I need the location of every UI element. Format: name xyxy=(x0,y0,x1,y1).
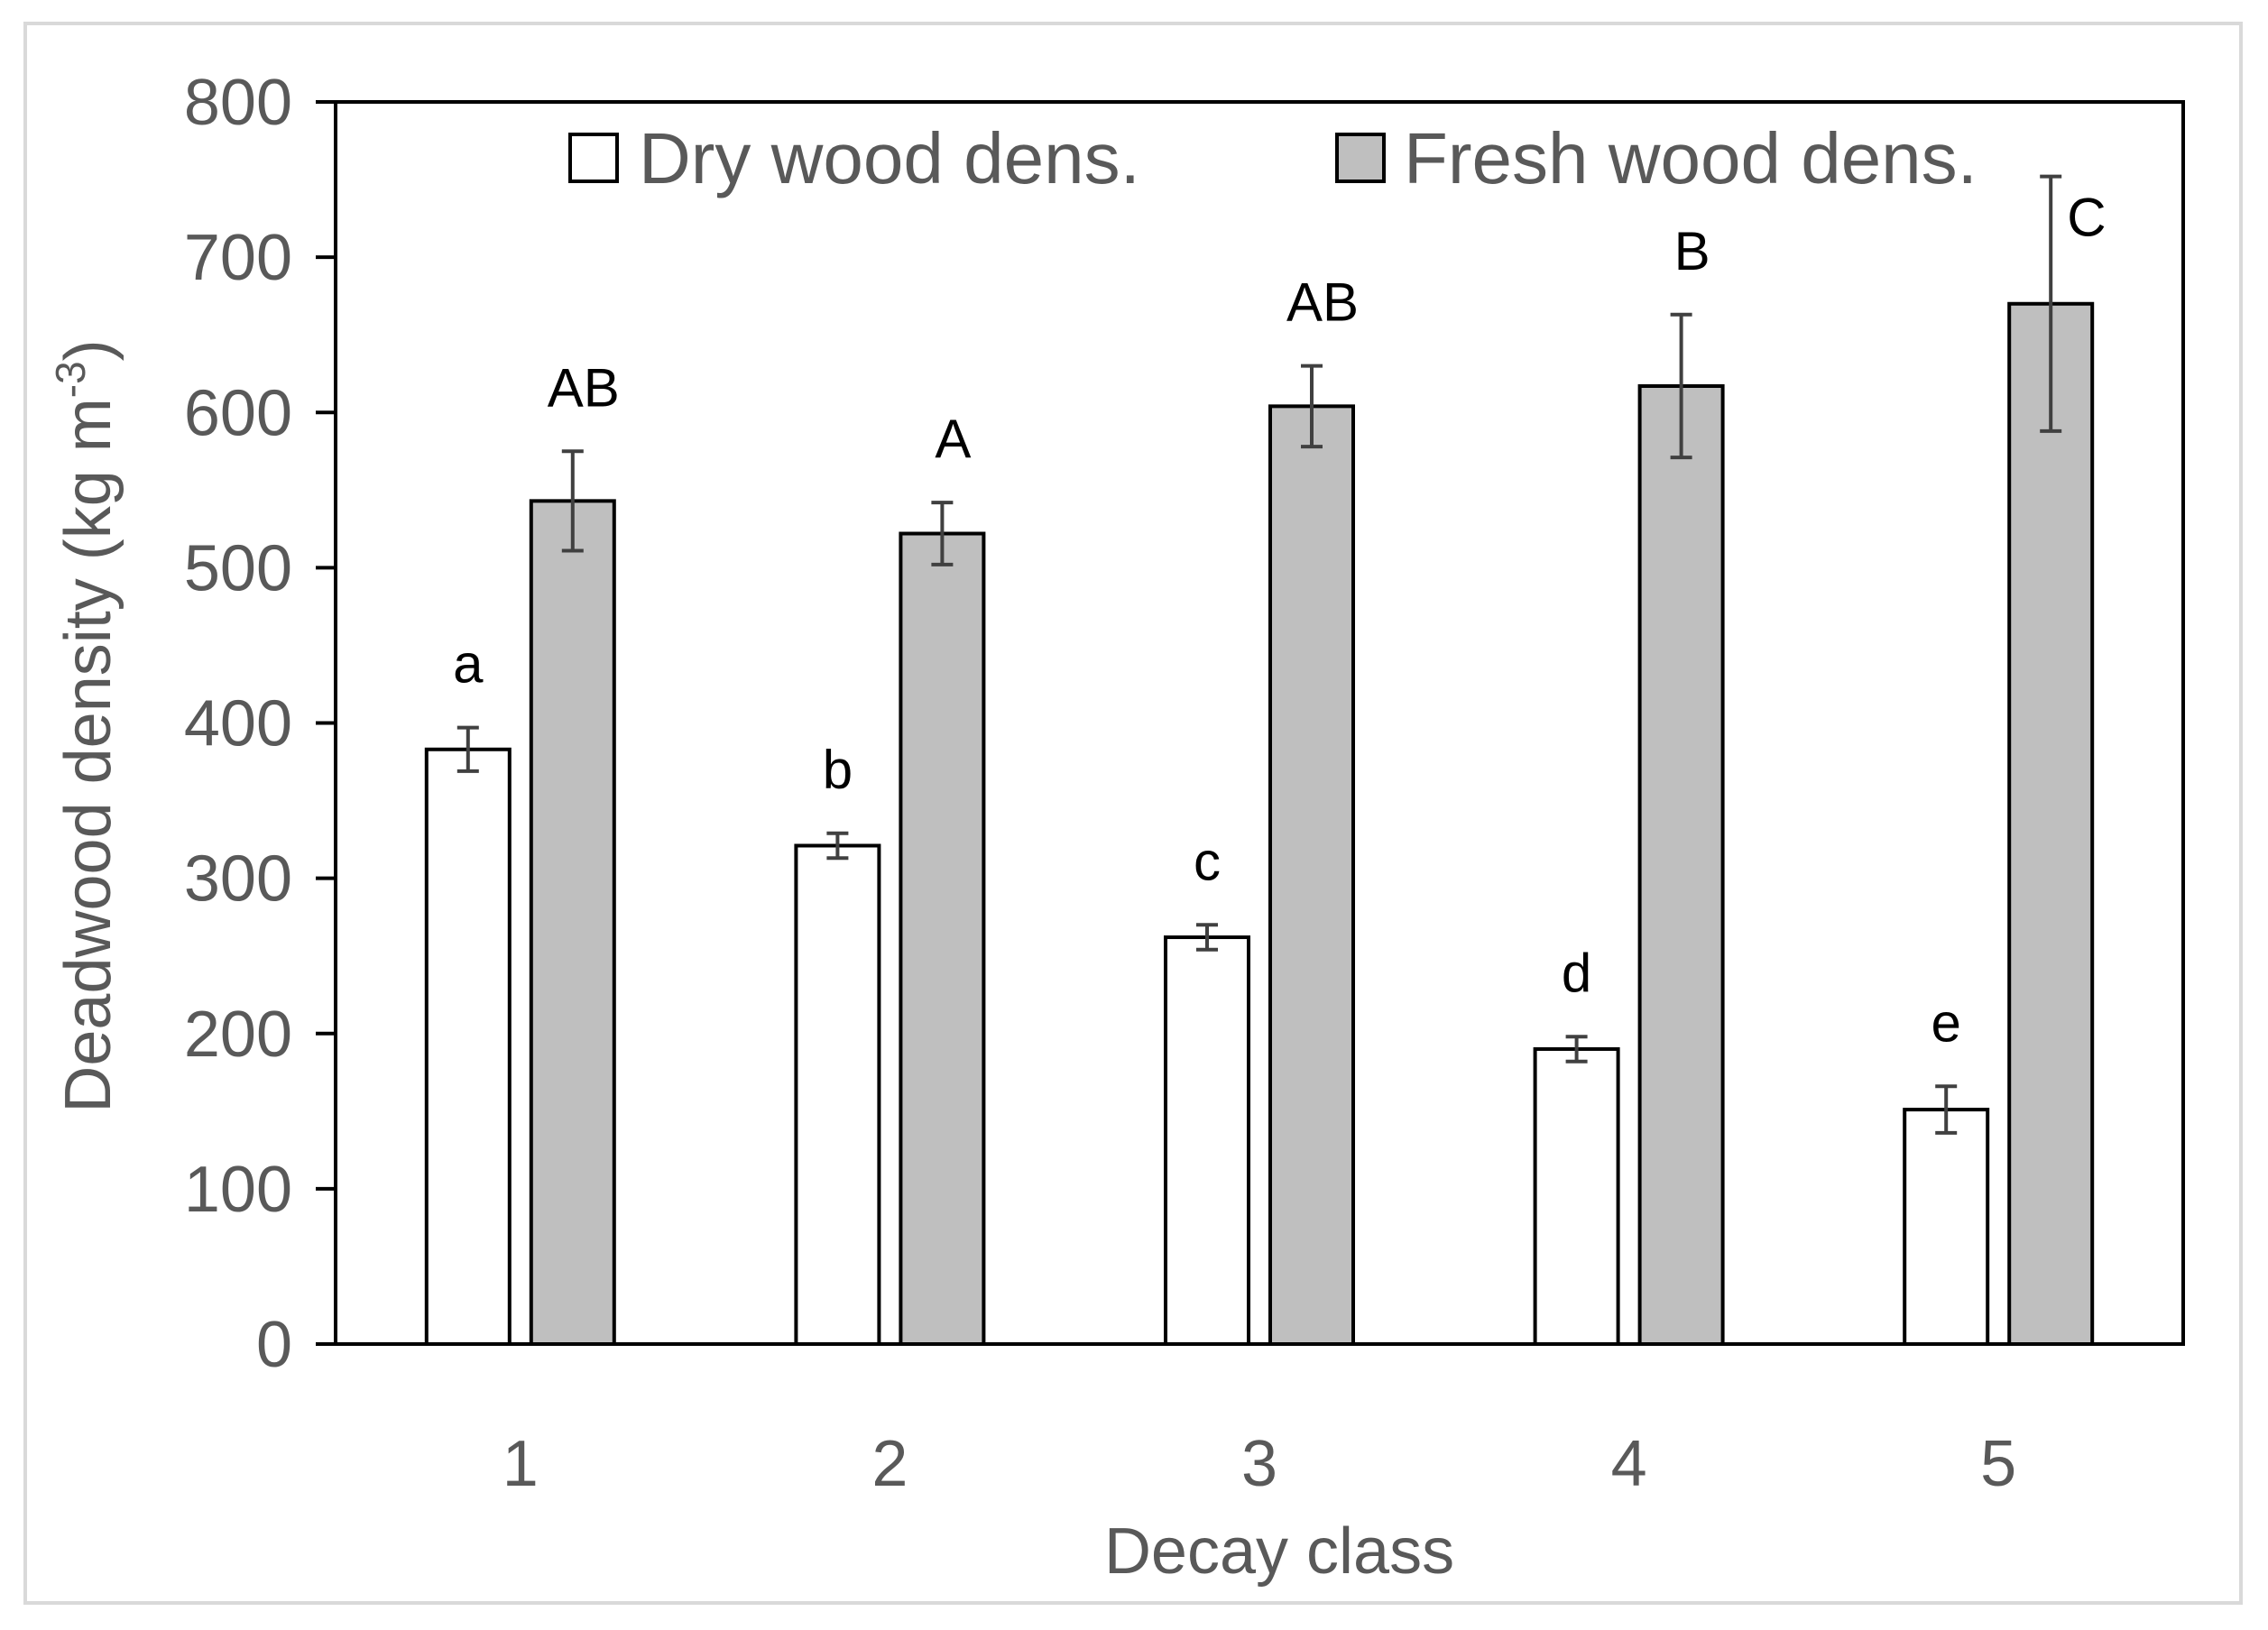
significance-letter-fresh: AB xyxy=(548,357,620,418)
legend-swatch-dry xyxy=(568,133,619,183)
legend-label-fresh: Fresh wood dens. xyxy=(1404,118,1978,198)
significance-letters: a AB b Ac AB d Be C xyxy=(453,188,2106,1054)
y-tick-label: 700 xyxy=(184,222,292,294)
bar-fresh xyxy=(1637,383,1725,1346)
plot-area-border xyxy=(334,100,2185,1346)
x-tick-label: 3 xyxy=(1241,1428,1277,1500)
error-bars xyxy=(456,174,2062,1135)
x-axis-ticks: 1 2 3 4 5 xyxy=(336,1342,2183,1500)
y-tick-label: 100 xyxy=(184,1154,292,1226)
y-axis-title-main: Deadwood density (kg m xyxy=(52,398,124,1112)
y-tick-label: 400 xyxy=(184,688,292,760)
x-axis-title: Decay class xyxy=(1104,1515,1454,1588)
y-axis-ticks: 0 100 200 300 400 500 600 700 800 xyxy=(184,67,336,1381)
y-tick-label: 600 xyxy=(184,377,292,449)
significance-letter-dry: a xyxy=(453,634,484,695)
bar-fresh xyxy=(529,499,616,1346)
legend: Dry wood dens. Fresh wood dens. xyxy=(568,118,1978,198)
chart-frame xyxy=(23,22,2243,1605)
x-tick-label: 2 xyxy=(871,1428,908,1500)
bar-fresh xyxy=(899,531,986,1346)
significance-letter-dry: e xyxy=(1931,992,1961,1053)
y-tick-label: 0 xyxy=(256,1309,292,1381)
legend-swatch-fresh xyxy=(1335,133,1386,183)
significance-letter-fresh: A xyxy=(935,409,971,469)
bar-dry xyxy=(424,747,512,1346)
y-tick-label: 200 xyxy=(184,999,292,1071)
bar-fresh xyxy=(1268,404,1355,1346)
bar-dry xyxy=(794,843,881,1346)
y-tick-label: 800 xyxy=(184,67,292,139)
x-tick-label: 1 xyxy=(502,1428,539,1500)
significance-letter-dry: c xyxy=(1194,831,1221,891)
x-tick-label: 4 xyxy=(1611,1428,1647,1500)
significance-letter-dry: b xyxy=(823,740,853,800)
x-tick-label: 5 xyxy=(1980,1428,2016,1500)
y-axis-title-close: ) xyxy=(52,339,124,361)
bars xyxy=(424,301,2095,1347)
bar-dry xyxy=(1164,935,1250,1346)
y-axis-title: Deadwood density (kg m-3) xyxy=(47,339,124,1112)
y-axis-title-superscript: -3 xyxy=(47,361,94,398)
significance-letter-fresh: B xyxy=(1674,221,1710,281)
legend-label-dry: Dry wood dens. xyxy=(639,118,1140,198)
y-tick-label: 500 xyxy=(184,532,292,604)
y-tick-label: 300 xyxy=(184,843,292,916)
significance-letter-fresh: AB xyxy=(1286,272,1359,333)
significance-letter-dry: d xyxy=(1562,943,1591,1003)
bar-fresh xyxy=(2007,301,2095,1347)
significance-letter-fresh: C xyxy=(2067,188,2106,248)
bar-dry xyxy=(1903,1108,1990,1347)
bar-dry xyxy=(1533,1046,1620,1347)
